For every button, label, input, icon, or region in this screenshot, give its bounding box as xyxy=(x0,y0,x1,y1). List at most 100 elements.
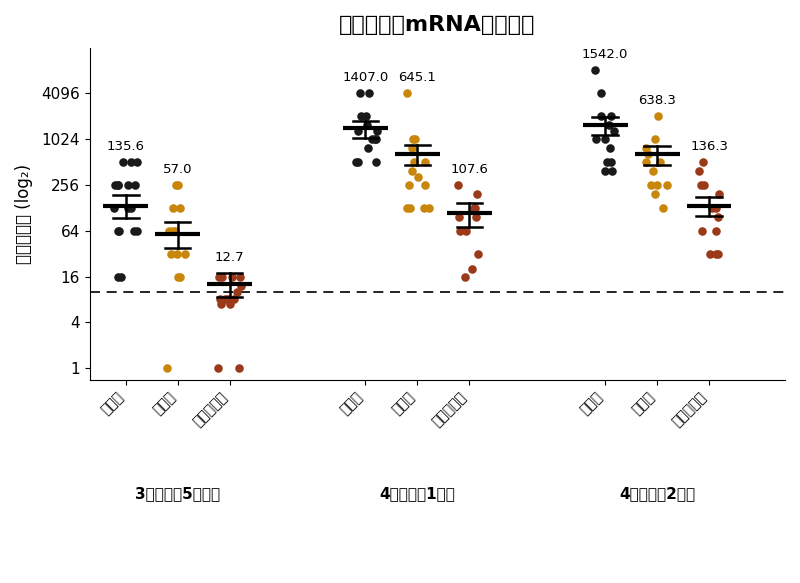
Point xyxy=(128,180,141,189)
Text: 1542.0: 1542.0 xyxy=(582,48,628,61)
Y-axis label: 中和抗体価 (log₂): 中和抗体価 (log₂) xyxy=(15,164,33,264)
Point xyxy=(114,272,127,281)
Point xyxy=(212,364,225,373)
Point xyxy=(469,203,482,212)
Point xyxy=(402,180,415,189)
Point xyxy=(604,111,617,121)
Point xyxy=(657,203,670,212)
Point xyxy=(214,295,226,304)
Point xyxy=(354,88,366,97)
Point xyxy=(600,157,613,166)
Point xyxy=(418,203,430,212)
Point xyxy=(354,111,367,121)
Point xyxy=(606,167,618,176)
Text: 1407.0: 1407.0 xyxy=(342,71,389,84)
Point xyxy=(459,226,472,236)
Point xyxy=(112,226,125,236)
Point xyxy=(233,364,246,373)
Point xyxy=(401,203,414,212)
Point xyxy=(223,299,236,308)
Point xyxy=(710,203,723,212)
Text: 4回目から2週後: 4回目から2週後 xyxy=(619,487,695,501)
Point xyxy=(412,173,425,182)
Point xyxy=(422,203,435,212)
Point xyxy=(363,88,376,97)
Point xyxy=(222,295,234,304)
Point xyxy=(712,249,725,258)
Point xyxy=(168,226,181,236)
Point xyxy=(639,143,652,153)
Point xyxy=(369,134,382,143)
Point xyxy=(661,180,674,189)
Point xyxy=(594,88,607,97)
Point xyxy=(130,157,143,166)
Point xyxy=(466,265,478,274)
Point xyxy=(459,272,472,281)
Point xyxy=(113,226,126,236)
Point xyxy=(166,226,179,236)
Point xyxy=(608,127,621,136)
Point xyxy=(651,111,664,121)
Point xyxy=(404,203,417,212)
Point xyxy=(109,180,122,189)
Point xyxy=(400,88,413,97)
Point xyxy=(453,212,466,222)
Point xyxy=(649,189,662,199)
Text: 136.3: 136.3 xyxy=(690,140,728,153)
Point xyxy=(406,143,418,153)
Point xyxy=(594,111,607,121)
Point xyxy=(454,226,466,236)
Point xyxy=(213,272,226,281)
Point xyxy=(419,157,432,166)
Point xyxy=(602,121,615,130)
Point xyxy=(407,134,420,143)
Point xyxy=(124,203,137,212)
Text: 645.1: 645.1 xyxy=(398,71,436,84)
Point xyxy=(174,272,186,281)
Point xyxy=(645,180,658,189)
Text: 12.7: 12.7 xyxy=(215,251,245,264)
Point xyxy=(651,180,664,189)
Point xyxy=(695,226,708,236)
Point xyxy=(366,134,378,143)
Point xyxy=(112,272,125,281)
Point xyxy=(351,127,364,136)
Point xyxy=(234,282,247,291)
Point xyxy=(654,157,667,166)
Point xyxy=(710,226,722,236)
Point xyxy=(125,157,138,166)
Point xyxy=(472,249,485,258)
Point xyxy=(234,272,247,281)
Point xyxy=(706,203,718,212)
Text: 3回目から5ヶ月後: 3回目から5ヶ月後 xyxy=(135,487,220,501)
Point xyxy=(218,295,231,304)
Point xyxy=(359,111,372,121)
Point xyxy=(162,226,175,236)
Point xyxy=(178,249,191,258)
Point xyxy=(713,189,726,199)
Point xyxy=(639,157,652,166)
Point xyxy=(360,121,373,130)
Point xyxy=(590,134,602,143)
Point xyxy=(352,157,365,166)
Point xyxy=(588,65,601,75)
Point xyxy=(172,180,185,189)
Point xyxy=(215,272,228,281)
Point xyxy=(228,295,241,304)
Point xyxy=(470,189,483,199)
Point xyxy=(693,167,706,176)
Text: 57.0: 57.0 xyxy=(163,163,193,176)
Text: 4回目から1週後: 4回目から1週後 xyxy=(379,487,455,501)
Point xyxy=(127,226,140,236)
Point xyxy=(370,134,382,143)
Point xyxy=(370,127,383,136)
Point xyxy=(122,180,134,189)
Point xyxy=(350,157,362,166)
Point xyxy=(704,249,717,258)
Point xyxy=(161,364,174,373)
Point xyxy=(407,157,420,166)
Point xyxy=(408,134,421,143)
Point xyxy=(598,134,611,143)
Point xyxy=(362,143,374,153)
Point xyxy=(111,180,124,189)
